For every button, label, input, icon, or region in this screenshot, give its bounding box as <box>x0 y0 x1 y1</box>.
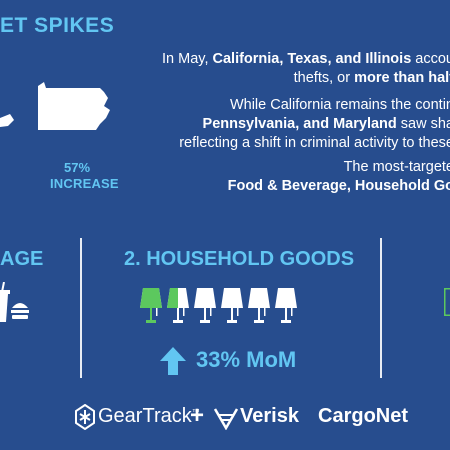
lamp-icon <box>194 288 216 323</box>
verisk-brand: Verisk <box>240 405 299 427</box>
household-change-value: 33% MoM <box>196 347 297 372</box>
up-arrow-icon <box>158 346 188 381</box>
phone-icon <box>442 286 450 321</box>
geartrack-logo-icon <box>74 403 96 435</box>
increase-percent: 57% <box>64 160 91 175</box>
paragraph-targeted: The most-targete Food & Beverage, Househ… <box>227 159 450 194</box>
pennsylvania-map-icon <box>38 82 110 130</box>
lamp-icon <box>248 288 270 323</box>
partial-state-shape <box>0 114 14 127</box>
lamp-icons-row <box>138 286 308 335</box>
paragraph-states: In May, California, Texas, and Illinois … <box>162 51 450 86</box>
verisk-logo-icon <box>213 406 239 435</box>
cargonet-brand: CargoNet <box>318 405 409 427</box>
category-household-goods-title: 2. HOUSEHOLD GOODS <box>124 248 355 270</box>
state-map <box>0 80 120 155</box>
plus-sign: + <box>190 402 205 429</box>
food-beverage-icon <box>0 281 34 331</box>
column-divider <box>380 238 382 378</box>
lamp-icon <box>221 288 243 323</box>
increase-label: INCREASE <box>50 176 119 191</box>
column-divider <box>80 238 82 378</box>
category-food-beverage-title: AGE <box>0 248 44 270</box>
paragraph-shift: While California remains the contin Penn… <box>179 97 450 151</box>
section-title: ET SPIKES <box>0 14 115 37</box>
lamp-icon <box>167 288 189 323</box>
lamp-icon <box>275 288 297 323</box>
geartrack-brand: GearTrack™ <box>98 405 200 427</box>
lamp-icon <box>140 288 162 323</box>
